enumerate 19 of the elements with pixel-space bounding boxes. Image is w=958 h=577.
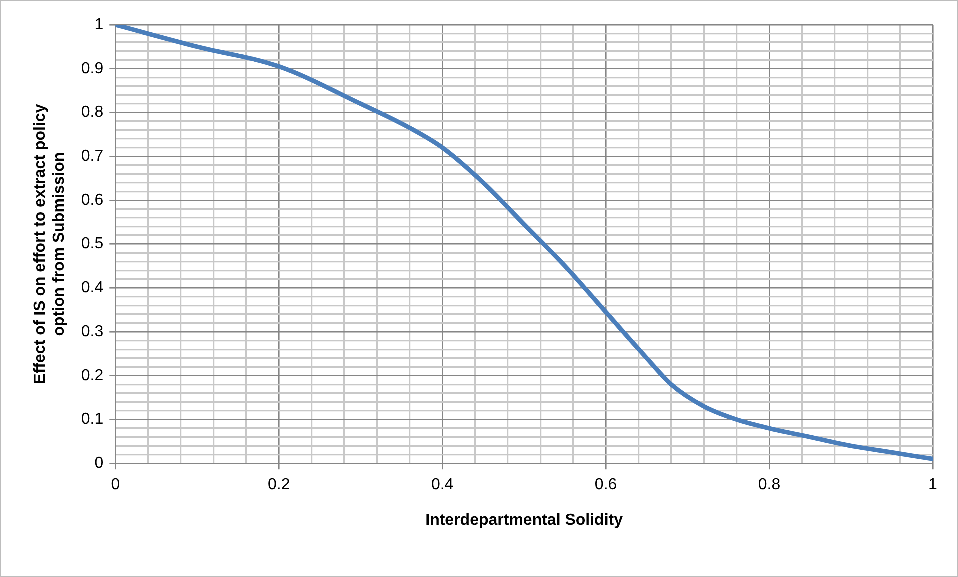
x-tick-label: 1: [928, 476, 938, 494]
x-tick-label: 0.6: [594, 476, 618, 494]
y-tick-label: 0.2: [81, 367, 104, 384]
y-tick-label: 0.7: [81, 148, 104, 165]
y-tick-label: 0.1: [81, 411, 104, 428]
x-axis-title: Interdepartmental Solidity: [426, 512, 624, 529]
x-tick-label: 0: [111, 476, 120, 494]
y-tick-label: 0: [94, 455, 104, 472]
x-tick-label: 0.2: [268, 476, 290, 494]
y-tick-label: 0.3: [81, 323, 104, 340]
x-tick-label: 0.8: [758, 476, 781, 494]
y-tick-label: 0.8: [81, 104, 104, 122]
y-axis-title: Effect of IS on effort to extract policy option from Submission: [32, 104, 68, 384]
y-tick-label: 0.5: [81, 236, 104, 253]
y-tick-label: 0.6: [81, 192, 104, 209]
y-tick-label: 0.4: [81, 280, 104, 297]
y-tick-label: 0.9: [81, 60, 104, 78]
x-tick-label: 0.4: [431, 476, 454, 494]
y-tick-label: 1: [94, 16, 104, 34]
